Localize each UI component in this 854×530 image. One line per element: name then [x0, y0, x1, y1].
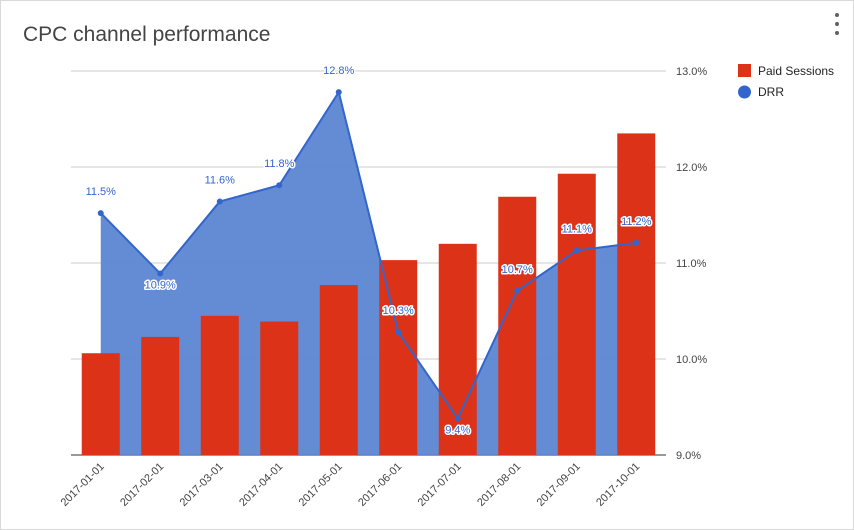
drr-point: [157, 270, 164, 277]
right-axis-tick-label: 9.0%: [676, 450, 701, 462]
more-vert-icon[interactable]: [831, 13, 843, 35]
drr-point: [454, 415, 461, 422]
x-axis-tick-label: 2017-05-01: [297, 461, 345, 509]
drr-point: [395, 329, 402, 336]
legend-swatch-drr: [738, 85, 751, 99]
chart-title: CPC channel performance: [23, 23, 271, 46]
right-axis: 9.0% 10.0% 11.0% 12.0% 13.0%: [676, 66, 707, 462]
drr-data-label: 10.7%: [502, 264, 533, 276]
bar-paid-sessions: [438, 243, 477, 455]
drr-data-label: 11.6%: [205, 175, 236, 187]
drr-point: [97, 210, 104, 217]
x-axis-tick-label: 2017-07-01: [416, 461, 464, 509]
legend-swatch-paid-sessions: [738, 64, 751, 77]
drr-point: [514, 287, 521, 294]
x-axis-tick-label: 2017-10-01: [594, 461, 642, 509]
drr-area: [100, 92, 637, 456]
drr-data-label: 10.3%: [383, 305, 414, 317]
drr-point: [216, 198, 223, 205]
drr-area-fill: [100, 92, 637, 456]
bar-paid-sessions: [617, 133, 656, 455]
drr-data-label: 11.8%: [264, 158, 295, 170]
bar-paid-sessions: [141, 336, 180, 455]
x-axis: 2017-01-01 2017-02-01 2017-03-01 2017-04-01…: [59, 461, 643, 509]
bar-paid-sessions: [319, 285, 358, 455]
drr-data-label: 9.4%: [445, 425, 470, 437]
x-axis-tick-label: 2017-09-01: [535, 461, 583, 509]
drr-data-label: 10.9%: [145, 280, 176, 292]
bar-paid-sessions: [260, 321, 299, 455]
x-axis-tick-label: 2017-06-01: [356, 461, 404, 509]
legend: Paid Sessions DRR: [738, 64, 834, 99]
x-axis-tick-label: 2017-02-01: [118, 461, 166, 509]
drr-data-label: 12.8%: [323, 65, 354, 77]
drr-points: [97, 89, 640, 422]
x-axis-tick-label: 2017-01-01: [59, 461, 107, 509]
menu-dot: [835, 13, 839, 17]
bar-paid-sessions: [200, 315, 239, 455]
right-axis-tick-label: 10.0%: [676, 354, 707, 366]
bar-paid-sessions: [557, 173, 596, 455]
menu-dot: [835, 22, 839, 26]
legend-label-drr: DRR: [758, 85, 784, 99]
x-axis-tick-label: 2017-08-01: [475, 461, 523, 509]
x-axis-tick-label: 2017-04-01: [237, 461, 285, 509]
drr-line: [100, 89, 637, 421]
drr-data-label: 11.1%: [562, 224, 593, 236]
bar-paid-sessions: [379, 260, 418, 455]
drr-data-labels: 11.5% 10.9% 11.6% 11.8% 12.8% 10.3% 9.4% 10.7% 1…: [84, 64, 653, 438]
drr-series-line: [100, 89, 637, 421]
paid-sessions-bars: [81, 133, 656, 455]
menu-dot: [835, 31, 839, 35]
right-axis-tick-label: 13.0%: [676, 66, 707, 78]
drr-data-label: 11.5%: [86, 186, 117, 198]
x-axis-tick-label: 2017-03-01: [178, 461, 226, 509]
drr-point: [573, 247, 580, 254]
bar-paid-sessions: [498, 196, 537, 455]
drr-point: [633, 239, 640, 246]
legend-label-paid-sessions: Paid Sessions: [758, 64, 834, 78]
bar-paid-sessions: [81, 353, 120, 455]
drr-point: [335, 89, 342, 96]
drr-point: [276, 182, 283, 189]
drr-data-label: 11.2%: [621, 216, 652, 228]
right-axis-tick-label: 11.0%: [676, 258, 707, 270]
right-axis-tick-label: 12.0%: [676, 162, 707, 174]
